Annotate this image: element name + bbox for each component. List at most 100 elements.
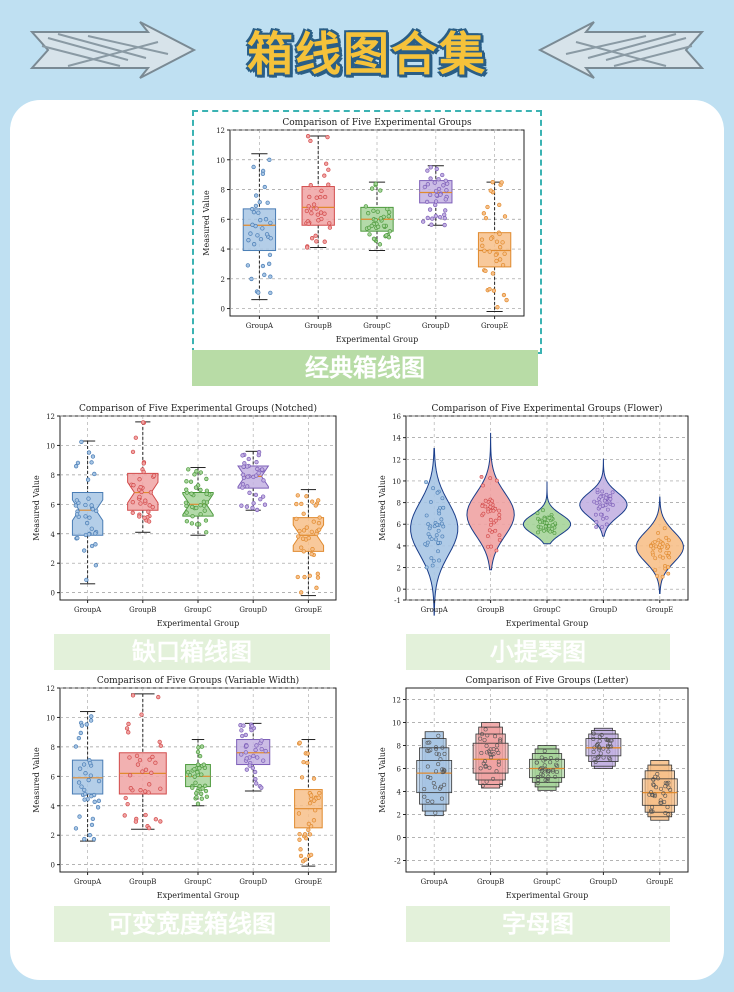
data-point	[142, 515, 147, 520]
data-point	[493, 734, 498, 739]
data-point	[434, 188, 439, 194]
data-point	[90, 454, 96, 459]
data-point	[303, 857, 308, 862]
data-point	[147, 757, 152, 762]
data-point	[550, 523, 555, 527]
box-GroupA	[242, 208, 277, 252]
data-point	[601, 746, 606, 751]
data-point	[151, 473, 157, 478]
data-point	[327, 225, 333, 230]
data-point	[491, 776, 496, 781]
data-point	[189, 521, 195, 526]
series-GroupD	[419, 165, 453, 228]
data-point	[597, 739, 602, 744]
y-tick-label: 10	[392, 478, 401, 486]
data-point	[143, 498, 148, 503]
data-point	[195, 770, 200, 775]
x-tick-label: GroupB	[477, 606, 504, 614]
data-point	[240, 472, 246, 477]
data-point	[198, 791, 204, 796]
data-point	[444, 188, 449, 193]
data-point	[498, 737, 503, 742]
data-point	[554, 769, 559, 774]
data-point	[186, 467, 191, 472]
data-point	[299, 501, 304, 507]
y-tick-label: 16	[392, 413, 401, 421]
data-point	[79, 439, 84, 445]
data-point	[604, 515, 609, 520]
data-point	[536, 530, 540, 535]
data-point	[666, 538, 671, 543]
y-tick-label: 4	[397, 543, 402, 551]
data-point	[253, 203, 259, 208]
data-point	[592, 745, 597, 750]
data-point	[74, 498, 79, 503]
data-point	[544, 521, 549, 525]
data-point	[601, 755, 606, 760]
data-point	[92, 799, 97, 804]
data-point	[201, 762, 207, 767]
data-point	[652, 794, 657, 799]
data-point	[499, 782, 504, 787]
data-point	[192, 472, 197, 477]
data-point	[504, 297, 509, 303]
data-point	[247, 490, 252, 495]
data-point	[436, 752, 441, 757]
data-point	[76, 735, 82, 741]
data-point	[84, 722, 89, 727]
data-point	[443, 208, 448, 213]
data-point	[90, 507, 95, 512]
data-point	[147, 503, 152, 508]
data-point	[305, 134, 311, 139]
series-GroupB	[466, 432, 515, 571]
x-tick-label: GroupD	[239, 878, 267, 886]
x-axis-label: Experimental Group	[336, 335, 418, 344]
series-GroupA	[410, 447, 459, 616]
data-point	[244, 743, 249, 749]
data-point	[190, 785, 195, 790]
data-point	[184, 487, 189, 492]
data-point	[488, 517, 493, 522]
data-point	[325, 135, 330, 140]
chart-title: Comparison of Five Experimental Groups (…	[432, 403, 663, 414]
data-point	[83, 771, 88, 776]
data-point	[491, 747, 496, 752]
data-point	[598, 504, 602, 509]
data-point	[199, 796, 204, 801]
x-tick-label: GroupD	[239, 606, 267, 614]
data-point	[249, 276, 254, 282]
data-point	[130, 449, 136, 455]
data-point	[324, 161, 329, 166]
data-point	[425, 740, 430, 745]
data-point	[244, 504, 250, 509]
data-point	[600, 489, 605, 494]
y-tick-label: 14	[392, 435, 401, 443]
data-point	[184, 479, 189, 484]
x-tick-label: GroupC	[184, 606, 212, 614]
data-point	[596, 754, 601, 759]
data-point	[199, 772, 204, 777]
y-tick-label: 12	[392, 456, 401, 464]
data-point	[429, 537, 434, 541]
data-point	[651, 782, 656, 787]
data-point	[441, 524, 446, 529]
data-point	[599, 732, 604, 737]
data-point	[185, 770, 191, 775]
y-tick-label: 6	[51, 501, 56, 509]
data-point	[141, 461, 146, 466]
data-point	[146, 519, 152, 524]
data-point	[88, 773, 93, 778]
violin-GroupC	[522, 481, 572, 545]
data-point	[661, 555, 665, 560]
data-point	[387, 210, 392, 215]
data-point	[89, 794, 94, 799]
data-point	[204, 491, 209, 497]
data-point	[547, 524, 552, 528]
data-point	[204, 476, 209, 482]
data-point	[306, 204, 311, 209]
data-point	[239, 728, 244, 733]
data-point	[125, 801, 130, 807]
data-point	[194, 505, 199, 511]
y-tick-label: 6	[51, 773, 56, 781]
data-point	[591, 749, 596, 754]
